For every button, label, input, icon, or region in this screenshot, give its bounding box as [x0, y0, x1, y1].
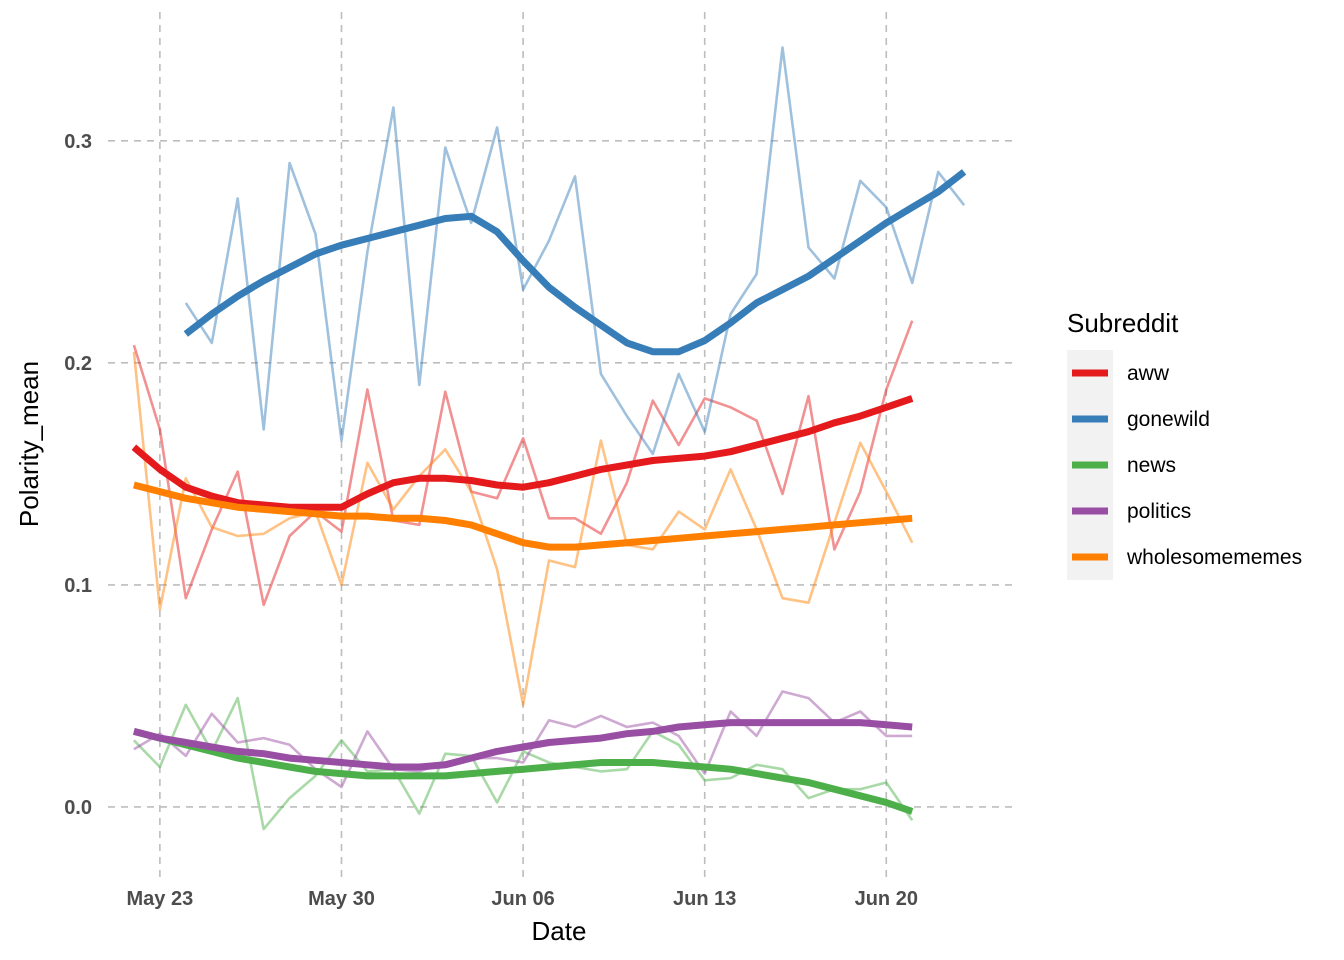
- x-tick-label: Jun 06: [491, 888, 554, 910]
- grid: [108, 12, 1016, 878]
- smooth-line-gonewild: [183, 169, 967, 356]
- x-tick-label: May 30: [308, 888, 375, 910]
- legend: Subreddit aww gonewild news politics wholeso…: [1067, 308, 1302, 580]
- legend-items: aww gonewild news politics wholesomememes: [1067, 350, 1302, 580]
- legend-label-aww: aww: [1127, 362, 1170, 385]
- raw-line-aww: [132, 320, 914, 607]
- y-axis-ticks: 0.0 0.1 0.2 0.3: [64, 131, 92, 819]
- legend-label-news: news: [1127, 454, 1176, 477]
- raw-line-wholesomememes: [132, 351, 914, 707]
- raw-line-politics: [133, 690, 913, 789]
- x-tick-label: Jun 20: [855, 888, 918, 910]
- y-axis-title: Polarity_mean: [14, 361, 44, 527]
- smooth-line-wholesomememes: [133, 481, 913, 551]
- y-tick-label: 0.2: [64, 353, 92, 375]
- x-axis-ticks: May 23 May 30 Jun 06 Jun 13 Jun 20: [127, 888, 918, 910]
- y-tick-label: 0.0: [64, 797, 92, 819]
- y-tick-label: 0.1: [64, 575, 92, 597]
- y-tick-label: 0.3: [64, 131, 92, 153]
- raw-line-news: [132, 696, 914, 831]
- smooth-line-aww: [131, 395, 914, 511]
- legend-label-gonewild: gonewild: [1127, 408, 1210, 431]
- legend-label-wholesomememes: wholesomememes: [1126, 546, 1302, 569]
- smooth-line-news: [133, 728, 914, 815]
- x-tick-label: Jun 13: [673, 888, 736, 910]
- smooth-line-politics: [133, 719, 913, 771]
- x-axis-title: Date: [532, 916, 587, 946]
- legend-label-politics: politics: [1127, 500, 1191, 523]
- raw-series-lines: [132, 46, 966, 831]
- smoothed-series-lines: [131, 169, 967, 815]
- legend-title: Subreddit: [1067, 308, 1179, 338]
- raw-line-gonewild: [184, 46, 966, 456]
- x-tick-label: May 23: [127, 888, 194, 910]
